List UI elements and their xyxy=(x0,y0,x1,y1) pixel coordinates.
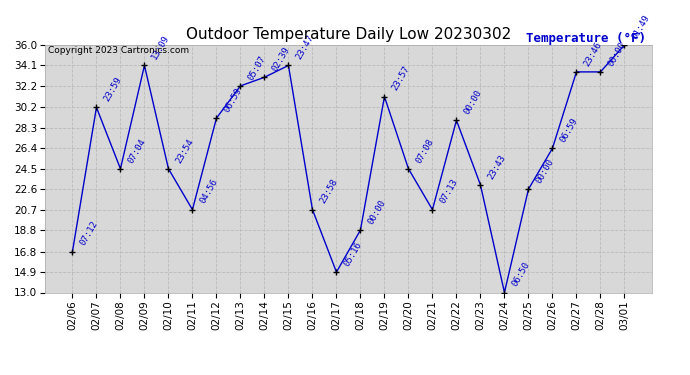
Text: 23:47: 23:47 xyxy=(294,33,315,61)
Text: 23:58: 23:58 xyxy=(318,178,339,206)
Text: 02:39: 02:39 xyxy=(270,45,291,73)
Text: 07:08: 07:08 xyxy=(414,137,435,165)
Text: 23:43: 23:43 xyxy=(486,153,507,181)
Text: Temperature (°F): Temperature (°F) xyxy=(526,32,646,45)
Text: 00:00: 00:00 xyxy=(534,157,555,185)
Text: 06:59: 06:59 xyxy=(222,86,244,114)
Text: 07:13: 07:13 xyxy=(438,178,460,206)
Text: 00:00: 00:00 xyxy=(462,88,483,116)
Text: 13:09: 13:09 xyxy=(150,33,171,61)
Text: 23:54: 23:54 xyxy=(174,137,195,165)
Text: 06:59: 06:59 xyxy=(558,116,579,144)
Title: Outdoor Temperature Daily Low 20230302: Outdoor Temperature Daily Low 20230302 xyxy=(186,27,511,42)
Text: 07:04: 07:04 xyxy=(126,137,147,165)
Text: 23:59: 23:59 xyxy=(102,75,124,103)
Text: 07:12: 07:12 xyxy=(78,220,99,248)
Text: 23:57: 23:57 xyxy=(390,65,411,93)
Text: 01:49: 01:49 xyxy=(630,13,651,41)
Text: 05:07: 05:07 xyxy=(246,54,267,82)
Text: 00:00: 00:00 xyxy=(366,198,387,226)
Text: 06:50: 06:50 xyxy=(510,261,531,288)
Text: Copyright 2023 Cartronics.com: Copyright 2023 Cartronics.com xyxy=(48,46,189,55)
Text: 00:00: 00:00 xyxy=(606,40,627,68)
Text: 05:16: 05:16 xyxy=(342,240,363,268)
Text: 04:56: 04:56 xyxy=(198,178,219,206)
Text: 23:46: 23:46 xyxy=(582,40,603,68)
